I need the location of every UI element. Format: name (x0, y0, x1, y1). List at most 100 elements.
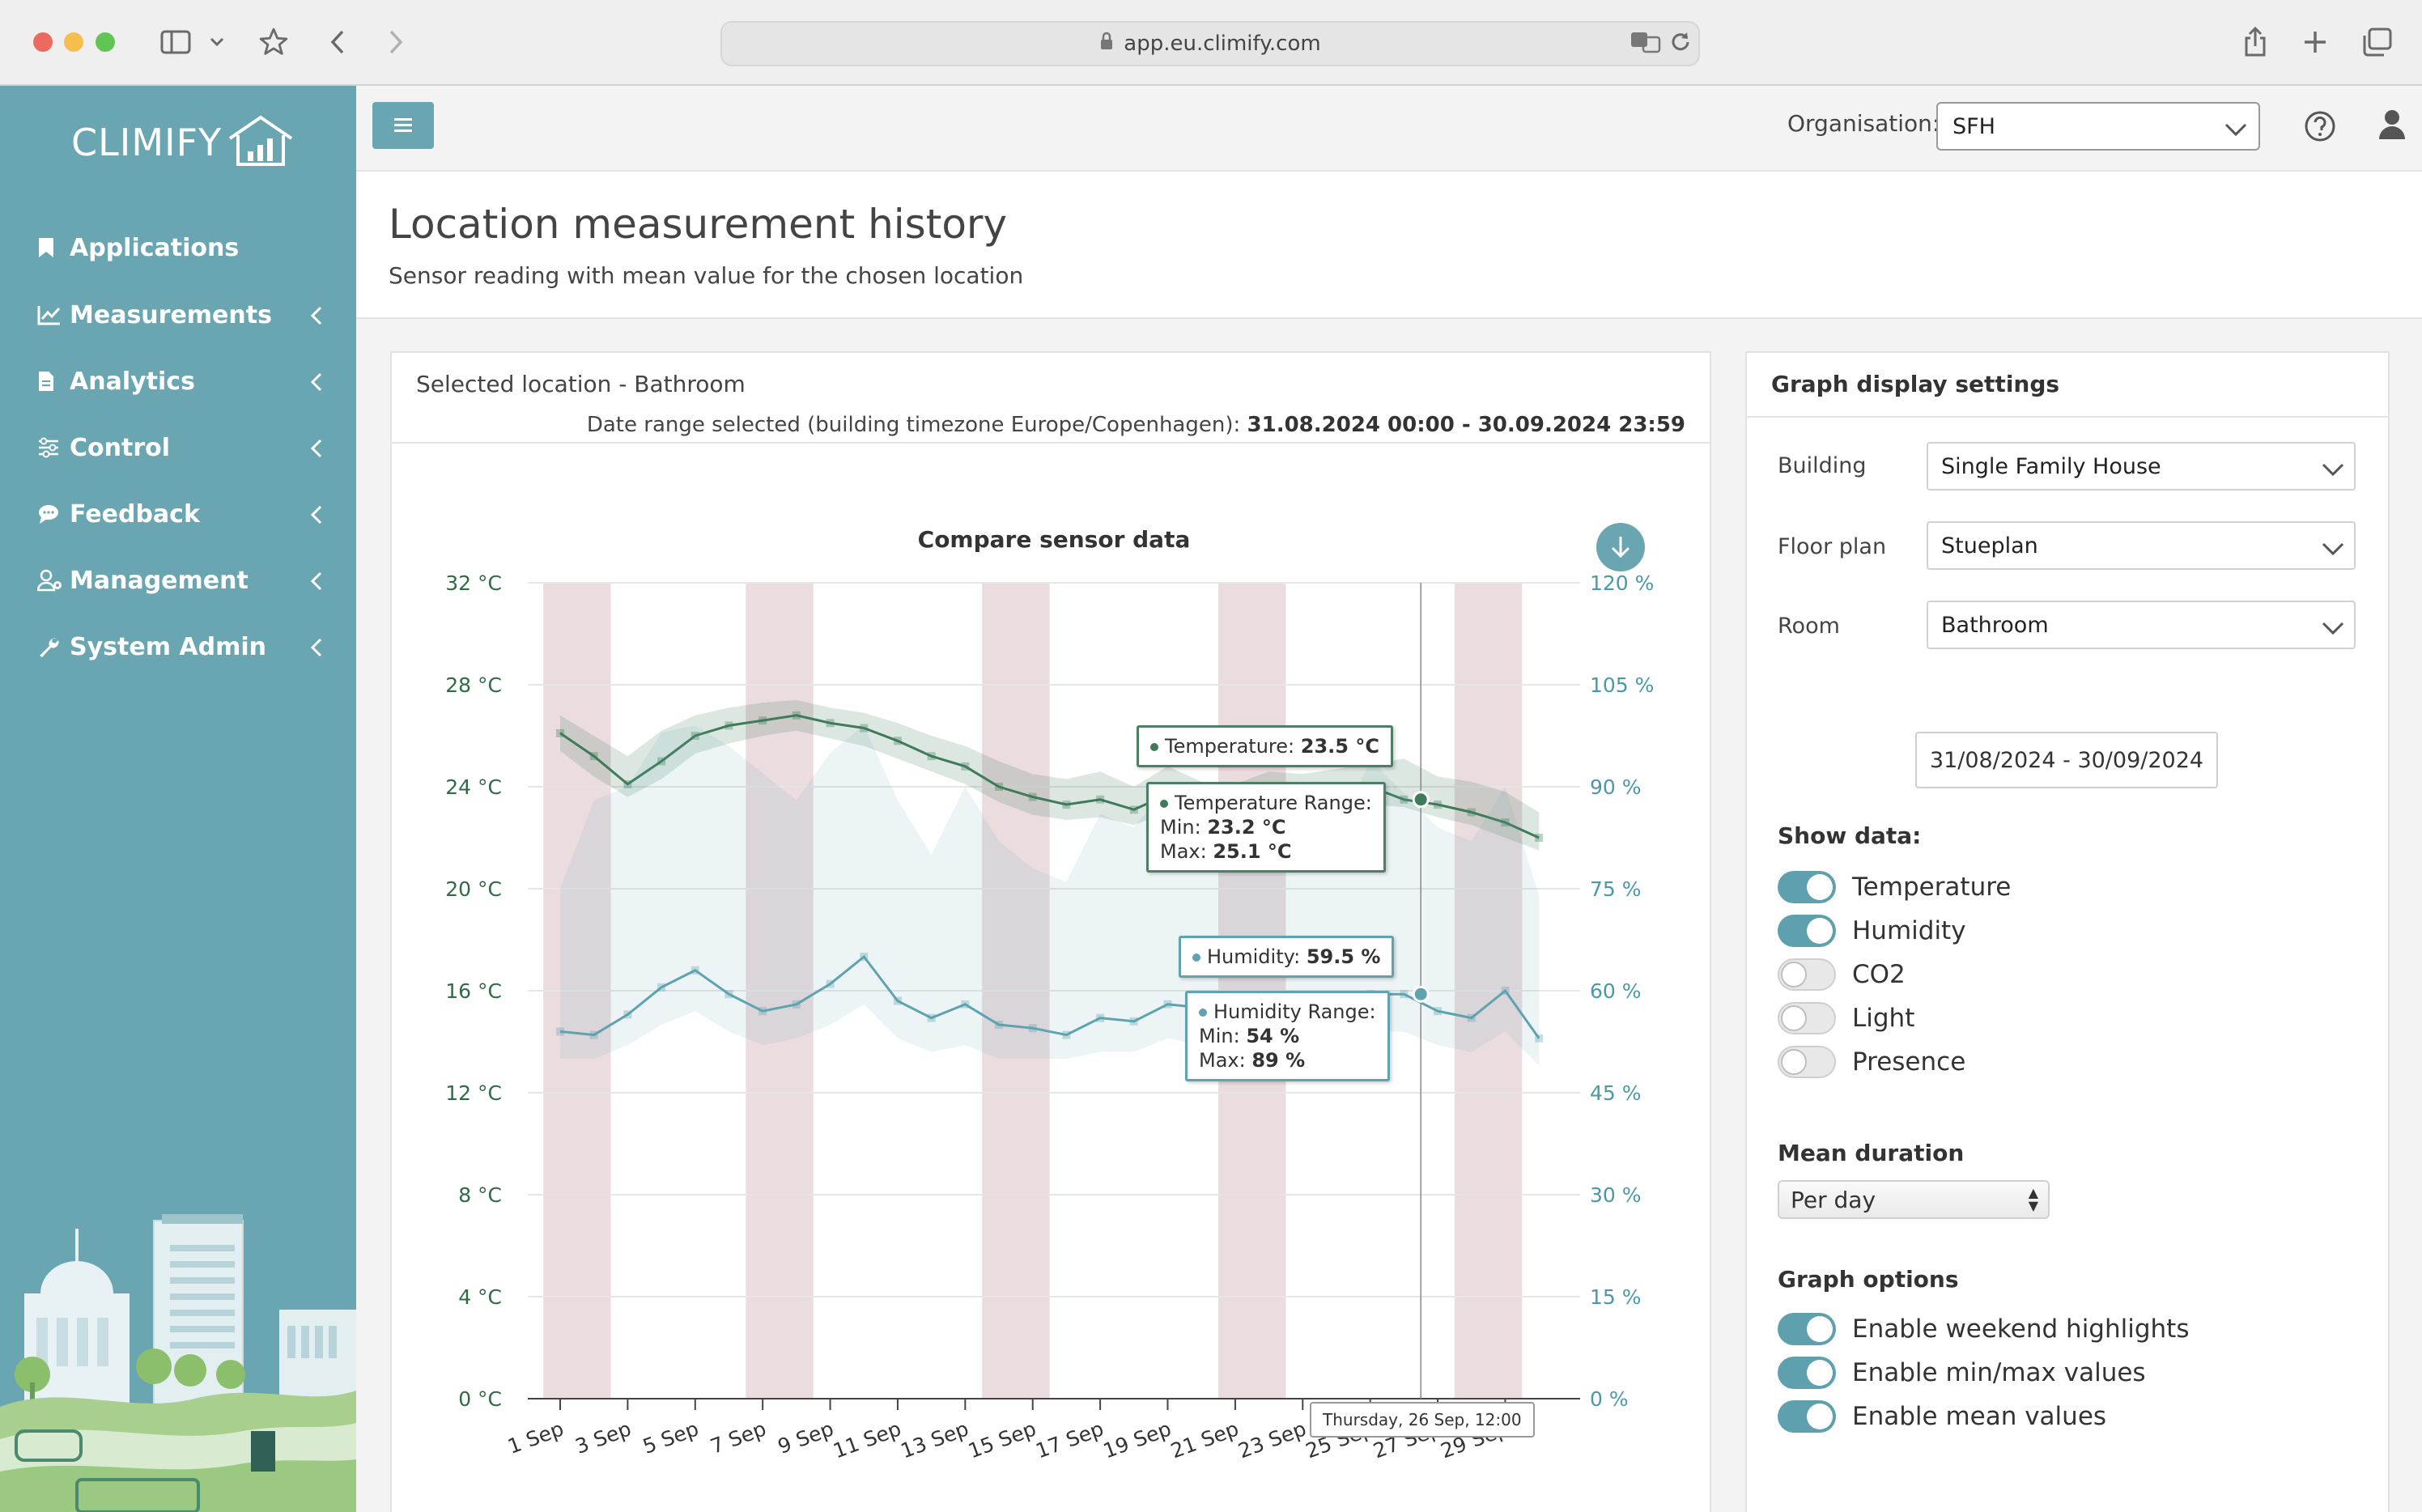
tooltip-min-value: 54 % (1246, 1025, 1300, 1047)
bookmark-icon (37, 236, 65, 259)
weekend-highlights-toggle[interactable] (1778, 1313, 1836, 1345)
sidebar: CLIMIFY Applications Measurements Analyt… (0, 86, 356, 1512)
climify-logo[interactable]: CLIMIFY (71, 110, 298, 175)
tooltip-label: Temperature: (1165, 735, 1295, 758)
browser-toolbar: app.eu.climify.com (0, 0, 2422, 86)
location-title: Selected location - Bathroom (416, 371, 746, 397)
sidebar-item-label: Measurements (70, 300, 272, 329)
toggle-row-minmax: Enable min/max values (1778, 1354, 2146, 1391)
organisation-label: Organisation: (1787, 110, 1940, 137)
page-title: Location measurement history (389, 201, 1008, 248)
floor-plan-value: Stueplan (1941, 533, 2038, 559)
tooltip-min-value: 23.2 °C (1207, 816, 1286, 839)
close-window-button[interactable] (33, 32, 53, 52)
sidebar-item-analytics[interactable]: Analytics (37, 357, 322, 406)
chevron-left-icon (310, 370, 322, 398)
tooltip-label: Humidity Range: (1213, 1000, 1376, 1023)
tooltip-label: Humidity: (1207, 945, 1301, 968)
download-chart-button[interactable] (1596, 523, 1645, 571)
tab-overview-icon[interactable] (2359, 24, 2394, 60)
humidity-range-tooltip: Humidity Range: Min: 54 % Max: 89 % (1185, 991, 1390, 1081)
document-icon (37, 370, 65, 393)
user-icon[interactable] (2378, 108, 2406, 144)
sidebar-item-system-admin[interactable]: System Admin (37, 622, 322, 671)
min-max-toggle[interactable] (1778, 1357, 1836, 1389)
date-range-prefix: Date range selected (building timezone E… (586, 413, 1241, 437)
tooltip-value: 59.5 % (1306, 945, 1381, 968)
toggle-row-temperature: Temperature (1778, 869, 2011, 906)
toggle-label: Presence (1852, 1047, 1966, 1077)
building-value: Single Family House (1941, 453, 2161, 479)
translate-icon[interactable] (1629, 24, 1663, 60)
top-header: Organisation: SFH (356, 86, 2422, 170)
presence-toggle[interactable] (1778, 1046, 1836, 1078)
download-icon (1611, 537, 1630, 559)
sidebar-item-feedback[interactable]: Feedback (37, 490, 322, 538)
tooltip-max-label: Max: (1199, 1049, 1246, 1072)
forward-icon[interactable] (384, 24, 408, 60)
humidity-toggle[interactable] (1778, 915, 1836, 947)
light-toggle[interactable] (1778, 1002, 1836, 1034)
organisation-select[interactable]: SFH (1936, 102, 2260, 151)
temperature-bullet-icon (1160, 800, 1168, 808)
mean-duration-select[interactable]: Per day ▲ ▼ (1778, 1180, 2050, 1219)
toggle-row-co2: CO2 (1778, 956, 1906, 993)
toggle-label: Temperature (1852, 873, 2012, 902)
sidebar-toggle-icon[interactable] (155, 24, 196, 60)
new-tab-icon[interactable] (2299, 24, 2331, 60)
date-range-picker[interactable]: 31/08/2024 - 30/09/2024 (1915, 732, 2218, 788)
sidebar-item-label: System Admin (70, 632, 267, 661)
city-illustration (0, 1214, 356, 1512)
maximize-window-button[interactable] (96, 32, 115, 52)
location-card: Selected location - Bathroom Date range … (390, 351, 1711, 1512)
toggle-label: Humidity (1852, 916, 1966, 945)
wrench-icon (37, 635, 65, 658)
mean-duration-title: Mean duration (1778, 1140, 1965, 1166)
toggle-label: Light (1852, 1004, 1915, 1033)
room-label: Room (1778, 614, 1840, 639)
sidebar-item-applications[interactable]: Applications (37, 223, 322, 272)
sidebar-item-management[interactable]: Management (37, 556, 322, 605)
humidity-bullet-icon (1192, 953, 1200, 962)
mean-duration-value: Per day (1791, 1186, 1876, 1213)
chevron-down-icon (2322, 458, 2344, 483)
toggle-label: CO2 (1852, 960, 1906, 989)
sidebar-item-measurements[interactable]: Measurements (37, 291, 322, 339)
temperature-toggle[interactable] (1778, 871, 1836, 903)
sidebar-item-control[interactable]: Control (37, 423, 322, 472)
back-icon[interactable] (325, 24, 350, 60)
mean-values-toggle[interactable] (1778, 1400, 1836, 1433)
tooltip-label: Temperature Range: (1175, 792, 1372, 814)
minimize-window-button[interactable] (64, 32, 83, 52)
chevron-left-icon (310, 635, 322, 664)
url-text: app.eu.climify.com (1124, 32, 1321, 56)
floor-plan-label: Floor plan (1778, 534, 1887, 559)
menu-toggle-button[interactable] (372, 102, 434, 149)
tooltip-min-label: Min: (1160, 816, 1201, 839)
star-icon[interactable] (256, 24, 291, 60)
x-axis-crosshair-label: Thursday, 26 Sep, 12:00 (1310, 1402, 1535, 1438)
house-chart-icon (227, 114, 295, 171)
stepper-arrows-icon: ▲ ▼ (2028, 1185, 2038, 1213)
address-bar[interactable]: app.eu.climify.com (720, 21, 1700, 66)
building-select[interactable]: Single Family House (1927, 442, 2356, 491)
chevron-down-icon (2224, 118, 2247, 143)
divider (1747, 416, 2388, 418)
tooltip-value: 23.5 °C (1300, 735, 1379, 758)
reload-icon[interactable] (1666, 24, 1695, 60)
chevron-down-icon[interactable] (207, 24, 227, 60)
co2-toggle[interactable] (1778, 958, 1836, 991)
floor-plan-select[interactable]: Stueplan (1927, 521, 2356, 570)
chevron-down-icon (2322, 537, 2344, 563)
room-select[interactable]: Bathroom (1927, 601, 2356, 649)
chevron-left-icon (310, 569, 322, 597)
help-icon[interactable] (2304, 110, 2336, 146)
date-range-value: 31.08.2024 00:00 - 30.09.2024 23:59 (1247, 413, 1685, 437)
toggle-label: Enable min/max values (1852, 1358, 2146, 1387)
room-value: Bathroom (1941, 612, 2049, 638)
toggle-label: Enable mean values (1852, 1402, 2107, 1431)
share-icon[interactable] (2239, 24, 2271, 60)
toggle-row-humidity: Humidity (1778, 912, 1966, 949)
temperature-tooltip: Temperature: 23.5 °C (1137, 725, 1393, 767)
building-label: Building (1778, 453, 1867, 478)
